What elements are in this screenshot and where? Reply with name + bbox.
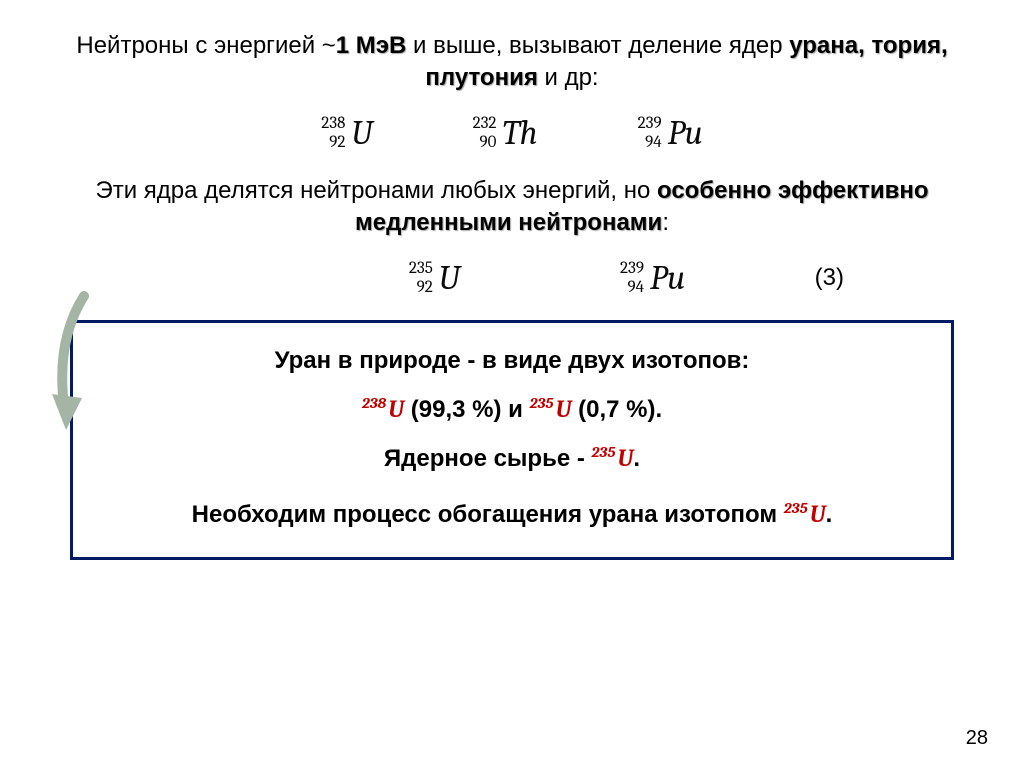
nuclide-u238: 238 92 U [321,113,372,153]
box-l4b: . [826,501,833,528]
slide: Нейтроны с энергией ~1 МэВ и выше, вызыв… [0,0,1024,768]
mass-number: 239 [620,260,644,277]
mid-text-2: : [662,209,669,236]
element-symbol: Th [502,113,537,153]
atomic-number: 90 [480,134,497,151]
box-line-4: Необходим процесс обогащения урана изото… [87,498,937,531]
info-box: Уран в природе - в виде двух изотопов: 2… [70,320,954,561]
atomic-number: 92 [417,279,433,296]
atomic-number: 92 [329,134,345,151]
nuclide-row-2: 235 92 U 239 94 Pu (3) [60,258,964,298]
box-l2a: (99,3 %) и [404,396,529,423]
intro-text-3: и др: [538,64,599,91]
box-line-2: 238U (99,3 %) и 235U (0,7 %). [87,393,937,426]
equation-number: (3) [815,264,844,292]
element-symbol: Pu [668,113,703,153]
box-line-1: Уран в природе - в виде двух изотопов: [87,345,937,377]
box-l2b: (0,7 %). [571,396,662,423]
nuclide-th232: 232 90 Th [473,113,538,153]
mass-number: 232 [473,115,497,132]
nuclide-pu239-b: 239 94 Pu [620,258,685,298]
element-symbol: Pu [650,258,685,298]
isotope-u235: 235U [530,393,572,425]
box-l3a: Ядерное сырье - [384,445,592,472]
element-symbol: U [351,113,372,153]
mass-number: 239 [638,115,662,132]
isotope-u235-c: 235U [784,498,826,530]
nuclide-pu239: 239 94 Pu [638,113,703,153]
curved-arrow-icon [50,290,104,440]
atomic-number: 94 [645,134,662,151]
box-l4a: Необходим процесс обогащения урана изото… [192,501,784,528]
box-line-3: Ядерное сырье - 235U. [87,442,937,475]
mid-paragraph: Эти ядра делятся нейтронами любых энерги… [60,175,964,240]
isotope-u235-b: 235U [592,442,634,474]
nuclide-u235: 235 92 U [409,258,460,298]
intro-text-2: и выше, вызывают деление ядер [406,32,789,59]
mid-text-1: Эти ядра делятся нейтронами любых энерги… [95,177,657,204]
atomic-number: 94 [627,279,644,296]
box-l3b: . [633,445,640,472]
intro-text-1: Нейтроны с энергией ~ [76,32,335,59]
mass-number: 235 [409,260,433,277]
nuclide-row-1: 238 92 U 232 90 Th 239 94 Pu [60,113,964,153]
intro-bold-1: 1 МэВ [336,32,407,59]
isotope-u238: 238U [362,393,404,425]
element-symbol: U [439,258,460,298]
page-number: 28 [966,727,988,750]
intro-paragraph: Нейтроны с энергией ~1 МэВ и выше, вызыв… [60,30,964,95]
mass-number: 238 [321,115,345,132]
